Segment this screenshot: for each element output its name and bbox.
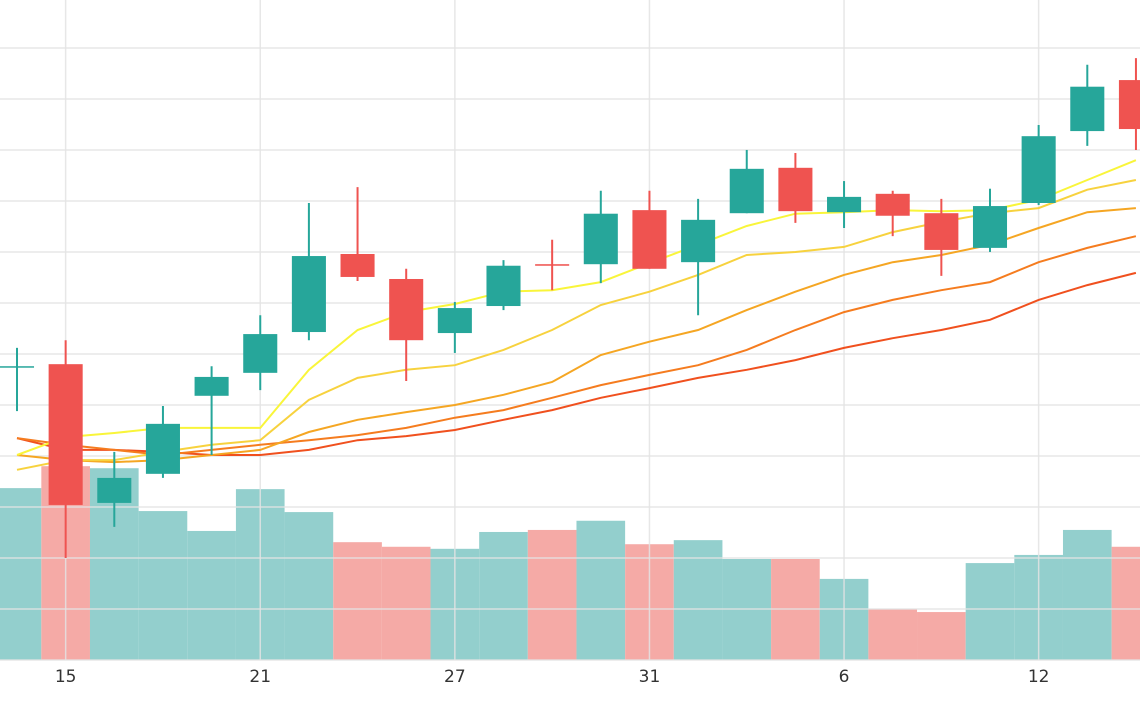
candle-body xyxy=(145,423,180,474)
volume-bar xyxy=(1062,529,1112,660)
volume-bar xyxy=(527,529,577,660)
candle-body xyxy=(291,256,326,333)
volume-bar xyxy=(381,546,431,660)
volume-bar xyxy=(333,542,382,660)
ma-line xyxy=(16,271,1137,456)
volume-bar xyxy=(0,488,42,660)
volume-bar xyxy=(965,563,1015,660)
x-tick-label: 6 xyxy=(839,667,850,687)
x-tick-label: 15 xyxy=(55,667,77,687)
volume-bar xyxy=(673,540,723,660)
volume-bar xyxy=(1111,546,1140,660)
candle-body xyxy=(389,278,424,341)
candle-body xyxy=(486,265,521,307)
candle-body xyxy=(729,168,764,214)
candle-body xyxy=(924,213,959,250)
candle-body xyxy=(1070,86,1105,132)
candle-body xyxy=(340,254,375,277)
candle-body xyxy=(875,193,910,216)
x-tick-label: 12 xyxy=(1028,667,1050,687)
volume-bar xyxy=(576,520,626,660)
candle-body xyxy=(632,210,667,269)
volume-bar xyxy=(917,612,966,660)
candle-body xyxy=(1118,80,1140,130)
candle-body xyxy=(437,308,472,334)
x-tick-label: 27 xyxy=(444,667,466,687)
volume-bar xyxy=(138,511,188,660)
candle-body xyxy=(972,206,1008,248)
ma-line xyxy=(16,235,1137,457)
ma-line xyxy=(16,207,1136,464)
candle-body xyxy=(97,477,132,503)
volume-bar xyxy=(187,530,236,660)
candle-body xyxy=(1021,136,1056,203)
candle-body xyxy=(827,196,862,213)
candle-body xyxy=(535,264,570,266)
x-tick-label: 31 xyxy=(639,667,661,687)
volume-bar xyxy=(479,531,528,660)
candle-body xyxy=(583,213,618,265)
candle-body xyxy=(0,366,35,368)
candle-body xyxy=(778,167,813,212)
candle-body xyxy=(48,364,83,505)
volume-bar xyxy=(284,512,334,660)
candle-body xyxy=(243,334,278,373)
candle-body xyxy=(194,376,229,396)
candle-body xyxy=(681,219,716,263)
volume-bar xyxy=(868,608,918,660)
ma-line xyxy=(16,159,1137,456)
x-tick-label: 21 xyxy=(249,667,271,687)
